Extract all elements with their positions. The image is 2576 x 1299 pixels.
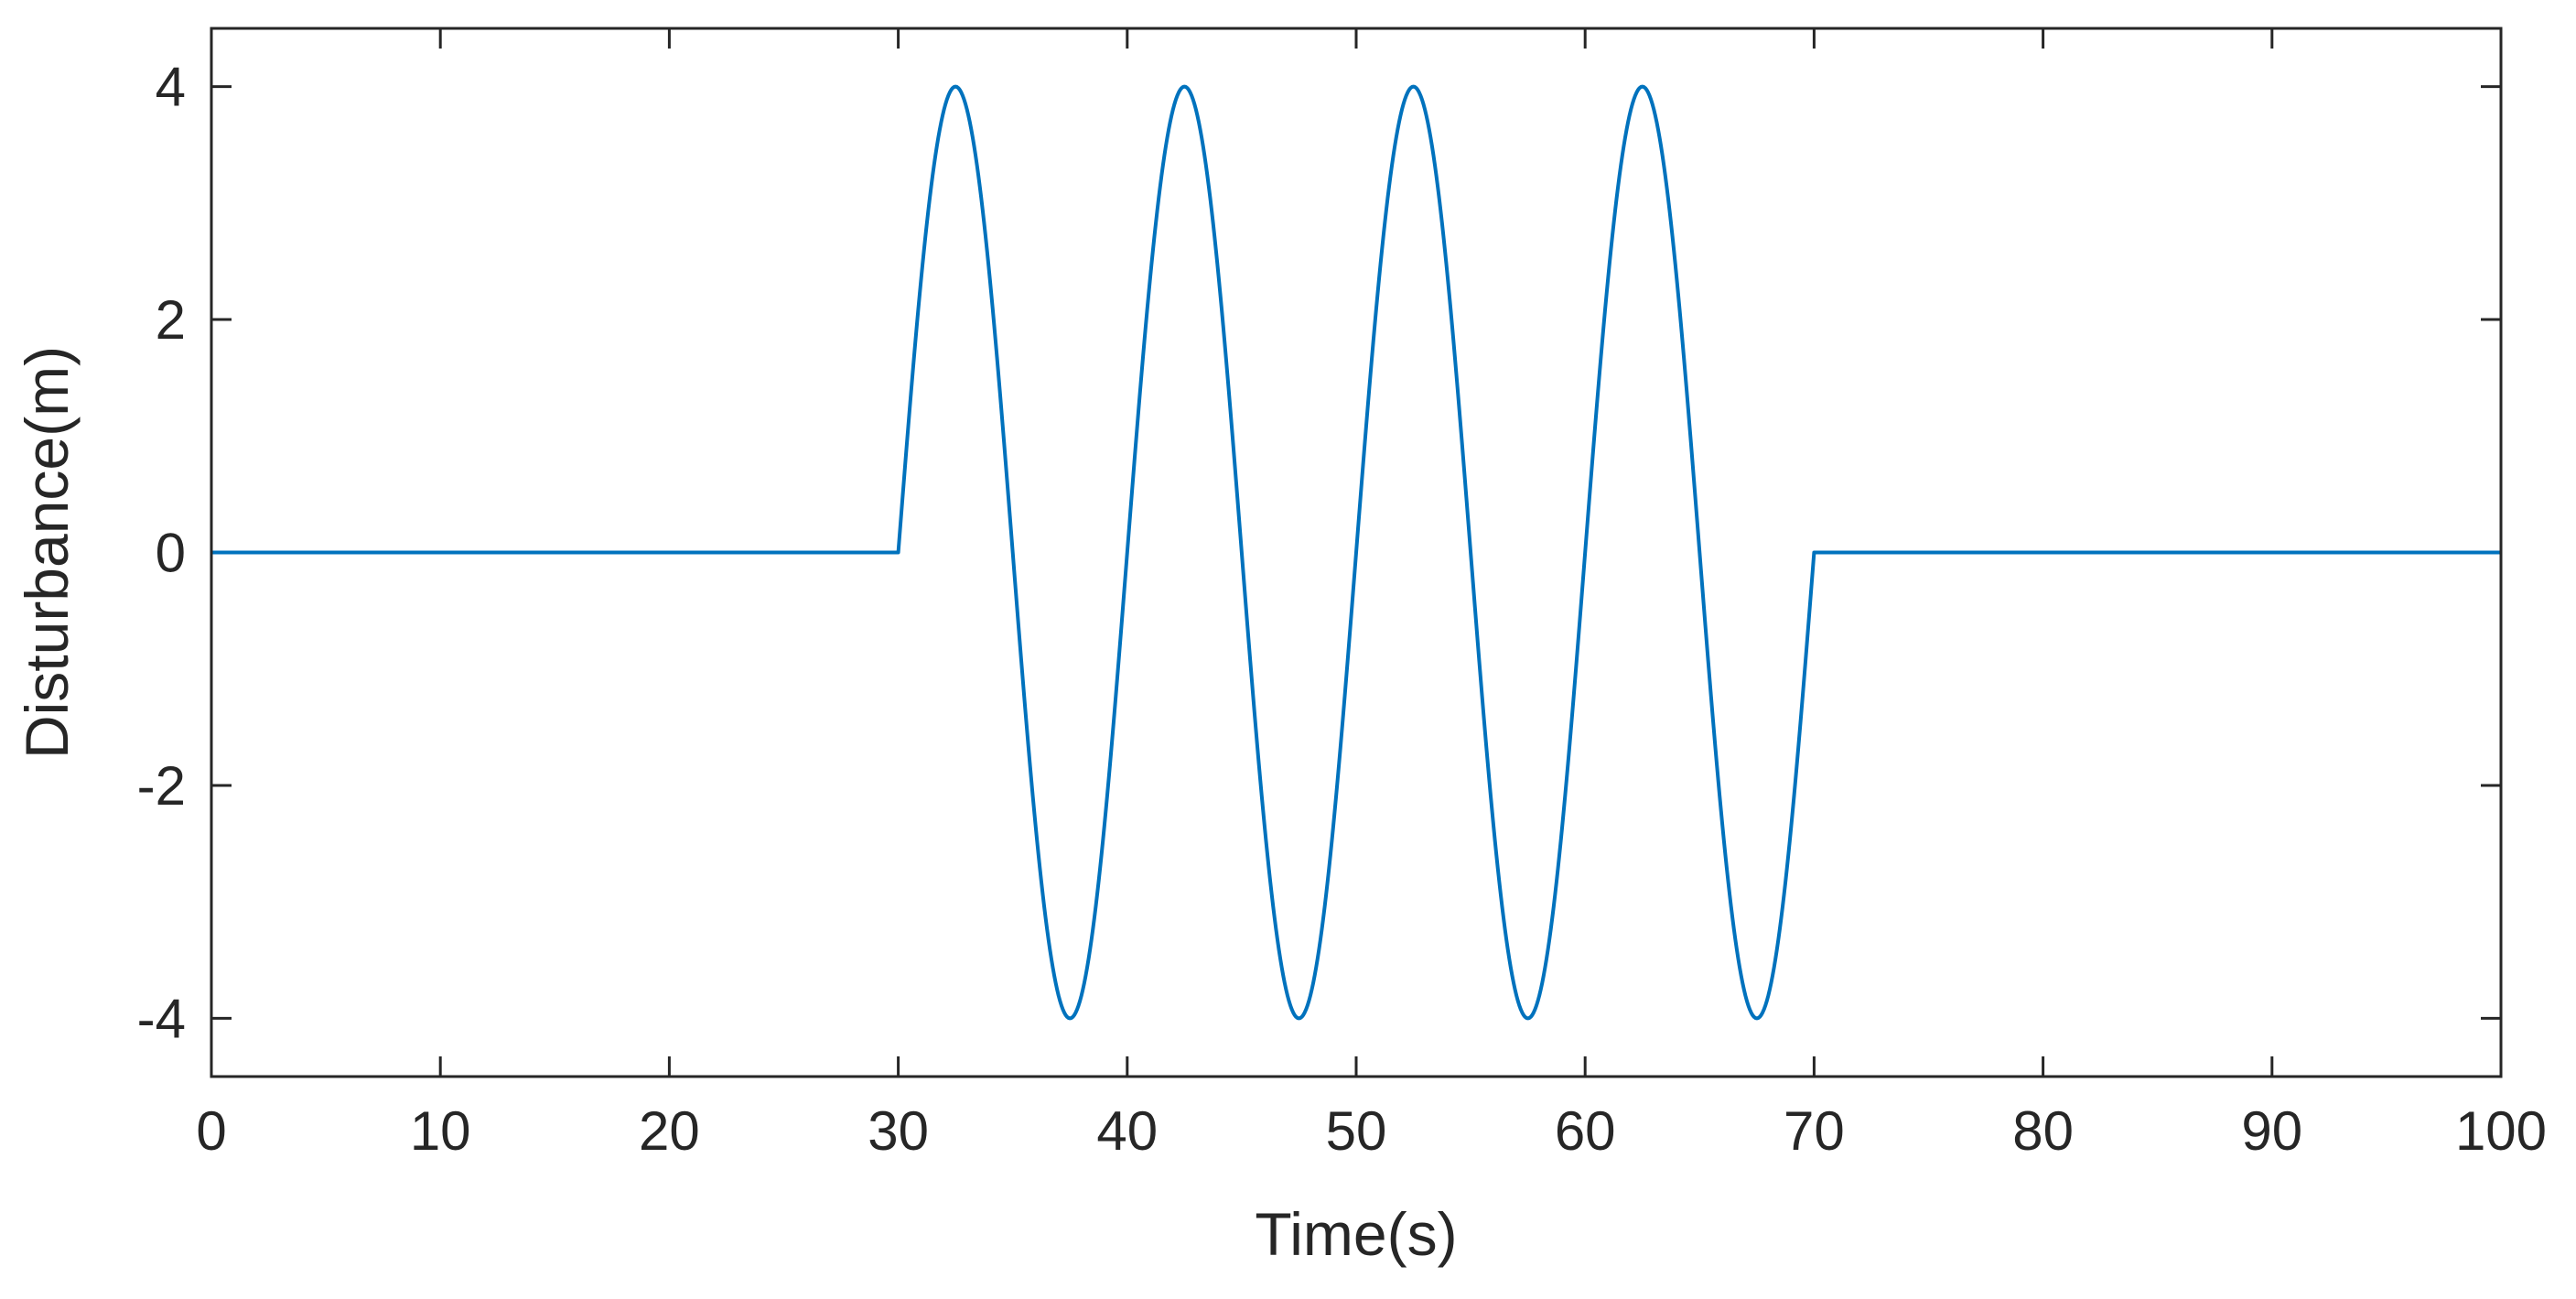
disturbance-series-line (211, 84, 2501, 1021)
x-tick-label: 30 (868, 1100, 929, 1162)
y-tick-label: -4 (137, 988, 186, 1049)
x-tick-label: 40 (1096, 1100, 1158, 1162)
y-tick-label: -2 (137, 755, 186, 817)
x-tick-label: 70 (1784, 1100, 1845, 1162)
x-tick-label: 60 (1555, 1100, 1616, 1162)
y-tick-label: 4 (156, 57, 186, 118)
y-axis-label: Disturbance(m) (13, 346, 81, 759)
series-layer (211, 84, 2501, 1021)
y-tick-label: 0 (156, 523, 186, 584)
tick-marks (210, 28, 2503, 1077)
plot-area-frame (210, 27, 2503, 1078)
y-tick-label: 2 (156, 289, 186, 351)
x-tick-label: 90 (2241, 1100, 2302, 1162)
x-tick-label: 10 (410, 1100, 471, 1162)
x-tick-label: 20 (639, 1100, 700, 1162)
x-tick-label: 80 (2012, 1100, 2074, 1162)
tick-labels: 0 10 20 30 40 50 60 70 80 90 100 -4 -2 0 2 4 (137, 57, 2547, 1162)
x-tick-label: 100 (2455, 1100, 2547, 1162)
x-tick-label: 50 (1326, 1100, 1387, 1162)
x-axis-label: Time(s) (1255, 1200, 1457, 1268)
x-tick-label: 0 (196, 1100, 226, 1162)
